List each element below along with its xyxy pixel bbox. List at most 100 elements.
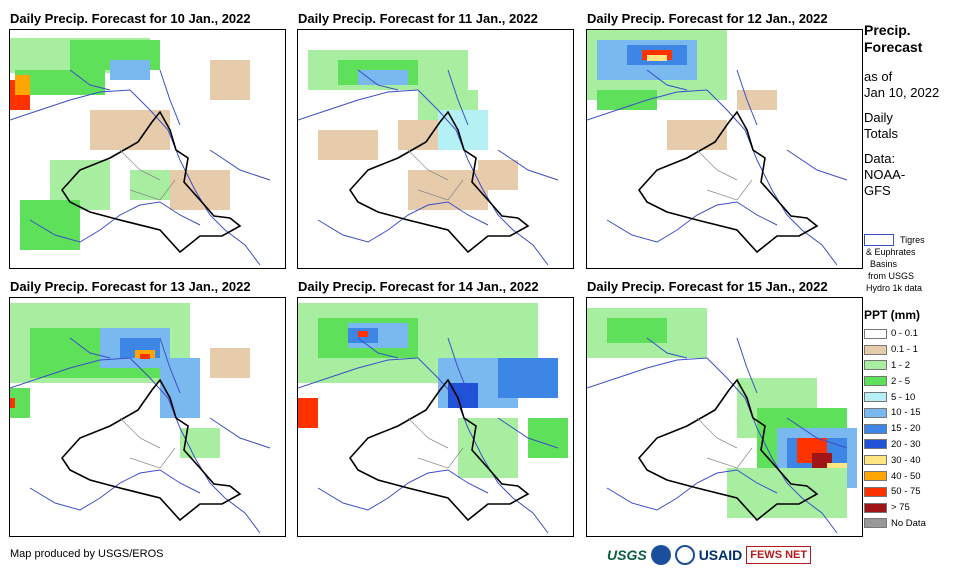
legend-item: 15 - 20 bbox=[864, 421, 964, 437]
legend-item: 50 - 75 bbox=[864, 484, 964, 500]
euphrates-river bbox=[317, 201, 489, 243]
precip-cell bbox=[597, 90, 657, 110]
map-panel-13-jan bbox=[9, 297, 286, 537]
precip-cell bbox=[398, 120, 438, 150]
basin-legend-line5: Hydro 1k data bbox=[866, 283, 923, 293]
legend-item: 5 - 10 bbox=[864, 389, 964, 405]
precip-cell bbox=[140, 354, 150, 359]
euphrates-upper bbox=[587, 357, 708, 389]
legend-label: 20 - 30 bbox=[891, 438, 921, 450]
sidebar-data-line2: NOAA- bbox=[864, 167, 906, 182]
legend-item: > 75 bbox=[864, 500, 964, 516]
euphrates-river bbox=[29, 469, 201, 511]
legend-swatch bbox=[864, 486, 887, 497]
basin-legend-line4: from USGS bbox=[868, 271, 915, 281]
precip-cell bbox=[10, 388, 30, 418]
precip-cell bbox=[90, 110, 170, 150]
country-border bbox=[637, 110, 819, 254]
legend-swatch bbox=[864, 518, 887, 529]
precip-cell bbox=[210, 60, 250, 100]
precip-map-10-jan bbox=[10, 38, 271, 266]
legend-label: 1 - 2 bbox=[891, 359, 911, 371]
map-panel-14-jan bbox=[297, 297, 574, 537]
country-border bbox=[348, 110, 530, 254]
legend-swatch bbox=[864, 423, 887, 434]
tigris-river bbox=[706, 89, 838, 266]
legend-swatch bbox=[864, 392, 887, 403]
panel-title-10-jan: Daily Precip. Forecast for 10 Jan., 2022 bbox=[10, 11, 251, 26]
panel-title-14-jan: Daily Precip. Forecast for 14 Jan., 2022 bbox=[298, 279, 539, 294]
map-panel-11-jan bbox=[297, 29, 574, 269]
province-boundary bbox=[407, 417, 464, 469]
sidebar-title-line1: Precip. bbox=[864, 22, 911, 38]
precip-map-13-jan bbox=[10, 303, 271, 534]
precip-cell bbox=[408, 170, 488, 210]
basin-legend-line2: & Euphrates bbox=[866, 247, 916, 257]
map-panel-15-jan bbox=[586, 297, 863, 537]
precip-cell bbox=[15, 75, 30, 95]
usaid-logo: USAID bbox=[698, 547, 743, 563]
precip-cell bbox=[110, 60, 150, 80]
precip-cell bbox=[438, 110, 488, 150]
legend-label: No Data bbox=[891, 517, 926, 529]
seal-logo bbox=[674, 545, 695, 565]
legend-item: 0.1 - 1 bbox=[864, 342, 964, 358]
legend-swatch bbox=[864, 471, 887, 482]
province-boundary bbox=[696, 417, 753, 469]
precip-cell bbox=[130, 170, 170, 200]
river-tributary bbox=[69, 69, 271, 181]
legend-item: No Data bbox=[864, 516, 964, 532]
sidebar-asof-line1: as of bbox=[864, 69, 893, 84]
panel-title-13-jan: Daily Precip. Forecast for 13 Jan., 2022 bbox=[10, 279, 251, 294]
province-boundary bbox=[119, 417, 176, 469]
basin-legend-line3: Basins bbox=[870, 259, 898, 269]
sidebar-totals-line1: Daily bbox=[864, 110, 893, 125]
basin-legend: Tigres & Euphrates Basins from USGS Hydr… bbox=[864, 234, 964, 294]
legend-label: 0 - 0.1 bbox=[891, 328, 918, 340]
province-boundary bbox=[696, 149, 753, 201]
legend-item: 10 - 15 bbox=[864, 405, 964, 421]
precip-cell bbox=[318, 130, 378, 160]
ppt-legend: PPT (mm) 0 - 0.1 0.1 - 1 1 - 2 2 - 5 5 - 10 1… bbox=[864, 308, 964, 531]
country-border bbox=[348, 378, 530, 522]
precip-cell bbox=[607, 318, 667, 343]
legend-swatch bbox=[864, 407, 887, 418]
sidebar-data-line1: Data: bbox=[864, 151, 896, 166]
legend-swatch bbox=[864, 502, 887, 513]
precip-cell bbox=[20, 200, 80, 250]
legend-swatch bbox=[864, 439, 887, 450]
precip-cell bbox=[667, 120, 727, 150]
euphrates-river bbox=[606, 469, 778, 511]
river-tributary bbox=[357, 337, 559, 449]
legend-label: 5 - 10 bbox=[891, 391, 916, 403]
sidebar-totals-line2: Totals bbox=[864, 126, 898, 141]
country-border bbox=[60, 378, 242, 522]
legend-label: 0.1 - 1 bbox=[891, 344, 918, 356]
basin-legend-line1: Tigres bbox=[900, 235, 925, 245]
legend-title: PPT (mm) bbox=[864, 308, 921, 322]
legend-label: 2 - 5 bbox=[891, 375, 911, 387]
country-border bbox=[637, 378, 819, 522]
panel-title-15-jan: Daily Precip. Forecast for 15 Jan., 2022 bbox=[587, 279, 828, 294]
sidebar-title-line2: Forecast bbox=[864, 39, 923, 55]
euphrates-upper bbox=[10, 357, 131, 389]
sidebar: Precip. Forecast as of Jan 10, 2022 Dail… bbox=[864, 22, 964, 199]
usgs-logo: USGS bbox=[607, 547, 647, 563]
legend-swatch bbox=[864, 328, 887, 339]
precip-map-12-jan bbox=[587, 30, 848, 266]
precip-cell bbox=[180, 428, 220, 458]
precip-cell bbox=[448, 383, 478, 408]
euphrates-river bbox=[317, 469, 489, 511]
precip-cell bbox=[160, 358, 200, 418]
precip-cell bbox=[737, 90, 777, 110]
euphrates-river bbox=[29, 201, 201, 243]
legend-item: 1 - 2 bbox=[864, 358, 964, 374]
panel-title-11-jan: Daily Precip. Forecast for 11 Jan., 2022 bbox=[298, 11, 538, 26]
panel-title-12-jan: Daily Precip. Forecast for 12 Jan., 2022 bbox=[587, 11, 828, 26]
precip-cell bbox=[210, 348, 250, 378]
euphrates-upper bbox=[10, 89, 131, 121]
fews-net-logo: FEWS NET bbox=[746, 546, 812, 564]
sidebar-asof-line2: Jan 10, 2022 bbox=[864, 85, 940, 100]
river-tributary bbox=[357, 69, 559, 181]
legend-label: > 75 bbox=[891, 502, 910, 514]
